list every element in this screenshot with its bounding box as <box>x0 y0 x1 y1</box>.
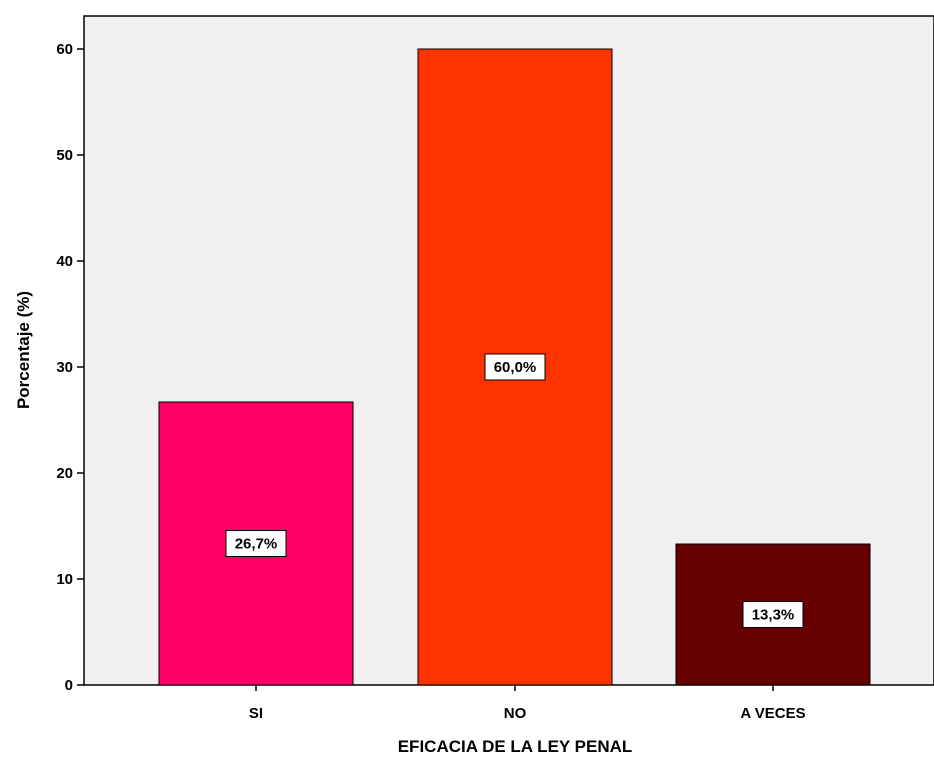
x-axis-title: EFICACIA DE LA LEY PENAL <box>398 737 633 756</box>
bar-value-label-box <box>484 353 546 381</box>
x-tick-label: NO <box>504 705 527 722</box>
y-tick-label: 10 <box>56 571 73 588</box>
y-axis-title: Porcentaje (%) <box>14 291 33 409</box>
y-tick-label: 20 <box>56 465 73 482</box>
x-tick-label: SI <box>249 705 263 722</box>
bar-value-label: 13,3% <box>752 607 795 624</box>
bar-value-label: 60,0% <box>494 359 537 376</box>
bar-value-label: 26,7% <box>235 535 278 552</box>
x-tick-label: A VECES <box>740 705 805 722</box>
y-tick-label: 50 <box>56 147 73 164</box>
x-axis: SI NO A VECES <box>249 685 806 722</box>
bar-value-label-box <box>225 529 287 557</box>
y-axis: 0 10 20 30 40 50 60 <box>56 41 84 694</box>
y-tick-label: 0 <box>65 677 73 694</box>
y-tick-label: 40 <box>56 253 73 270</box>
bar-labels-group: 26,7% 60,0% 13,3% <box>225 353 804 629</box>
y-tick-label: 30 <box>56 359 73 376</box>
bar-value-label-box <box>742 601 804 629</box>
y-tick-label: 60 <box>56 41 73 58</box>
